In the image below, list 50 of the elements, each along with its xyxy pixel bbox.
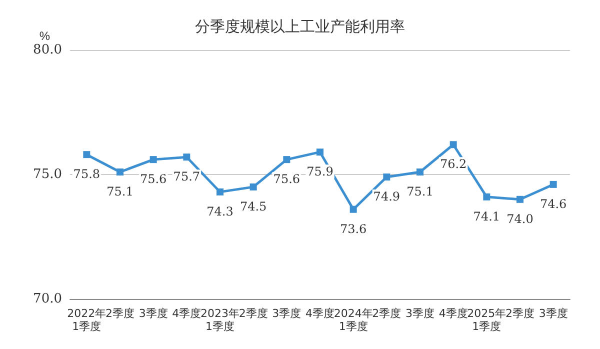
point — [483, 193, 490, 200]
point — [216, 188, 224, 196]
point — [350, 206, 357, 213]
x-tick-label: 3季度 — [272, 307, 302, 320]
x-tick-label: 2季度 — [238, 307, 268, 320]
chart-title: 分季度规模以上工业产能利用率 — [195, 18, 405, 36]
data-label: 75.8 — [73, 167, 100, 182]
x-tick-label: 3季度 — [138, 307, 168, 320]
data-label: 74.0 — [506, 212, 534, 226]
point — [116, 168, 124, 176]
point — [83, 151, 90, 158]
data-label: 75.6 — [273, 172, 300, 186]
point — [450, 141, 457, 148]
y-tick-label: 70.0 — [33, 292, 62, 306]
point — [250, 183, 257, 190]
x-tick-label: 3季度 — [406, 307, 434, 320]
y-axis-title: % — [39, 29, 50, 43]
x-tick-label: 2022年 1季度 — [67, 307, 106, 333]
data-label: 75.6 — [140, 172, 167, 186]
data-label: 74.5 — [240, 199, 267, 214]
data-label: 74.9 — [373, 189, 400, 204]
data-label: 74.1 — [473, 209, 500, 224]
x-tick-label: 4季度 — [438, 307, 468, 320]
data-label: 75.1 — [106, 184, 134, 199]
x-tick-label: 2季度 — [106, 307, 134, 320]
data-label: 75.7 — [173, 170, 200, 184]
x-tick-label: 2024年 1季度 — [334, 307, 373, 333]
x-tick-label: 2025年 1季度 — [467, 307, 506, 333]
x-tick-label: 2季度 — [372, 307, 402, 320]
x-tick-label: 2023年 1季度 — [200, 307, 240, 333]
point — [383, 173, 390, 180]
data-label: 74.6 — [540, 196, 567, 211]
data-label: 74.3 — [206, 204, 234, 218]
data-label: 76.2 — [440, 157, 467, 172]
y-tick-label: 80.0 — [33, 42, 62, 58]
x-tick-label: 4季度 — [306, 307, 334, 320]
point — [516, 196, 524, 203]
data-label: 73.6 — [340, 222, 367, 236]
point — [316, 148, 324, 156]
data-label: 75.1 — [406, 184, 434, 199]
y-tick-label: 75.0 — [33, 167, 62, 182]
x-tick-label: 4季度 — [172, 307, 202, 320]
point — [416, 168, 424, 176]
point — [150, 156, 157, 164]
point — [550, 180, 557, 188]
x-tick-label: 2季度 — [506, 307, 534, 320]
data-label: 75.9 — [306, 164, 334, 179]
point — [183, 154, 190, 161]
x-tick-label: 3季度 — [538, 307, 568, 320]
point — [283, 156, 290, 164]
